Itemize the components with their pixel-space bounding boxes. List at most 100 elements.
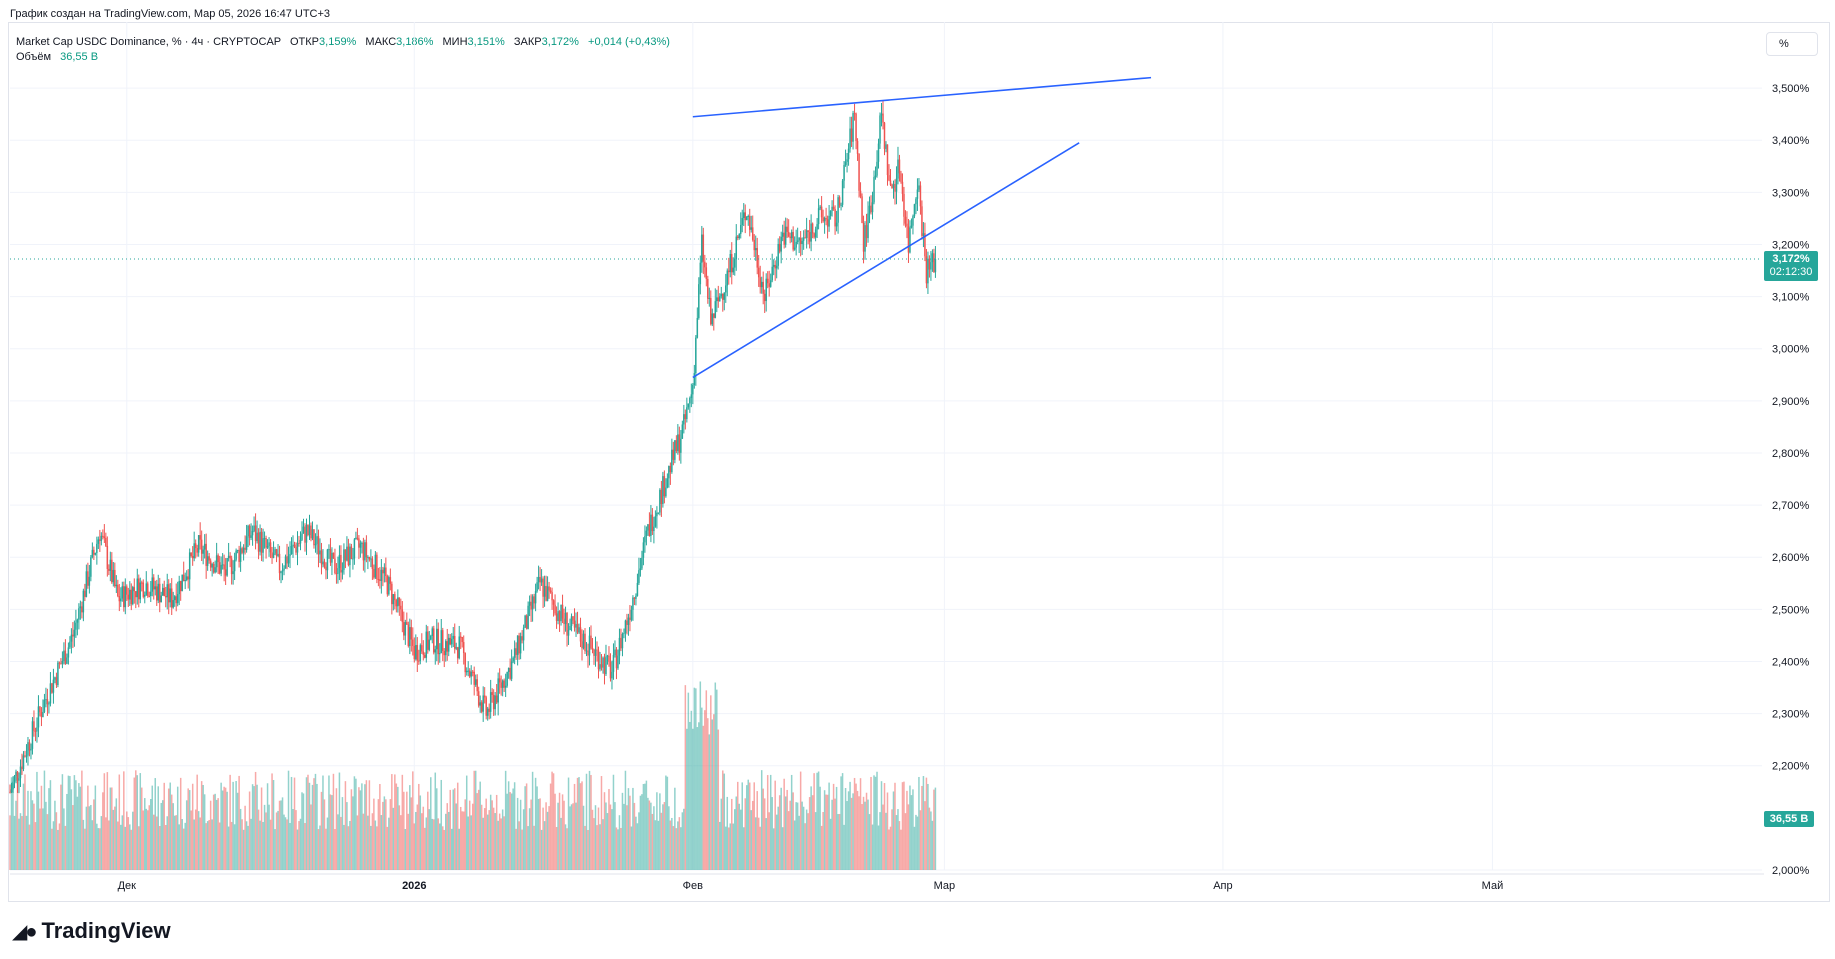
candle-body [355,537,357,540]
volume-bar [58,823,61,870]
volume-bar [370,825,372,870]
candle-body [530,601,532,610]
candle-body [564,612,567,625]
candle-body [67,647,70,658]
legend-symbol[interactable]: Market Cap USDC Dominance, % · 4ч · CRYP… [16,36,281,48]
candle-body [494,695,496,710]
candle-body [347,546,350,566]
candle-body [891,184,893,188]
candle-body [650,514,652,536]
volume-bar [597,807,600,870]
candle-body [886,144,889,176]
volume-bar [859,778,862,870]
candle-body [831,206,833,211]
candle-body [464,653,466,673]
candle-body [690,394,693,399]
volume-bar [708,734,711,870]
volume-bar [197,811,200,870]
candle-body [692,384,694,395]
volume-bar [931,820,934,870]
candle-body [668,465,670,479]
volume-bar [841,773,844,870]
volume-bar [879,812,881,870]
volume-bar [705,690,708,870]
volume-bar [928,807,931,870]
candle-body [606,655,609,657]
volume-bar [760,770,763,870]
volume-bar [259,820,261,870]
volume-bar [395,783,398,870]
volume-bar [737,781,739,870]
volume-bar [367,815,369,870]
candle-body [751,227,754,240]
candle-body [307,524,309,536]
volume-bar [714,682,717,870]
volume-bar [780,787,782,870]
volume-bar [185,800,188,870]
candle-body [630,609,633,620]
volume-bar [461,811,463,870]
volume-bar [624,770,627,870]
volume-bar [233,824,236,870]
candle-body [90,557,92,577]
tradingview-logo[interactable]: ◢● TradingView [12,918,171,944]
volume-bar [242,829,245,870]
candle-body [816,224,818,230]
candle-body [114,569,116,587]
volume-bar [903,781,905,870]
volume-bar [671,817,673,870]
candle-body [193,543,195,559]
candle-body [879,115,881,144]
candle-body [39,706,41,713]
volume-bar [536,786,538,870]
x-tick-label: Дек [118,880,137,892]
candle-body [269,542,272,553]
candle-body [226,558,228,576]
percent-scale-button[interactable]: % [1766,32,1818,56]
chart-legend: Market Cap USDC Dominance, % · 4ч · CRYP… [16,35,670,64]
candle-body [581,641,583,649]
candle-body [75,622,77,630]
candle-body [808,232,811,242]
candle-body [509,667,511,679]
candle-body [9,791,11,793]
candle-body [742,212,745,218]
candle-body [221,564,224,566]
candle-body [627,617,630,625]
y-tick-label: 3,200% [1772,239,1810,251]
volume-bar [704,710,706,870]
volume-bar [683,808,685,870]
candle-body [182,574,185,582]
candle-body [796,240,799,242]
y-tick-label: 2,200% [1772,761,1810,773]
volume-bar [802,806,805,870]
volume-bar [251,784,254,870]
candle-body [753,239,755,251]
volume-bar [241,819,243,870]
candle-body [470,671,472,677]
volume-bar [138,826,140,870]
volume-bar [657,820,660,870]
volume-bar [377,799,380,870]
volume-bar [492,807,495,870]
candle-body [247,525,249,537]
candle-body [413,645,416,660]
volume-bar [135,770,137,870]
volume-bar [245,821,248,870]
volume-bar [808,797,811,870]
candle-body [621,634,624,649]
volume-bar [218,822,221,870]
volume-bar [626,805,628,870]
volume-bar [230,821,233,870]
candle-body [43,699,46,712]
candle-body [214,567,216,573]
volume-bar [668,806,670,870]
volume-bar [193,819,195,870]
volume-bar [114,806,116,870]
volume-bar [853,777,856,870]
candle-body [728,270,730,273]
candle-body [103,536,106,539]
candle-body [614,649,616,656]
volume-bar [22,783,25,870]
